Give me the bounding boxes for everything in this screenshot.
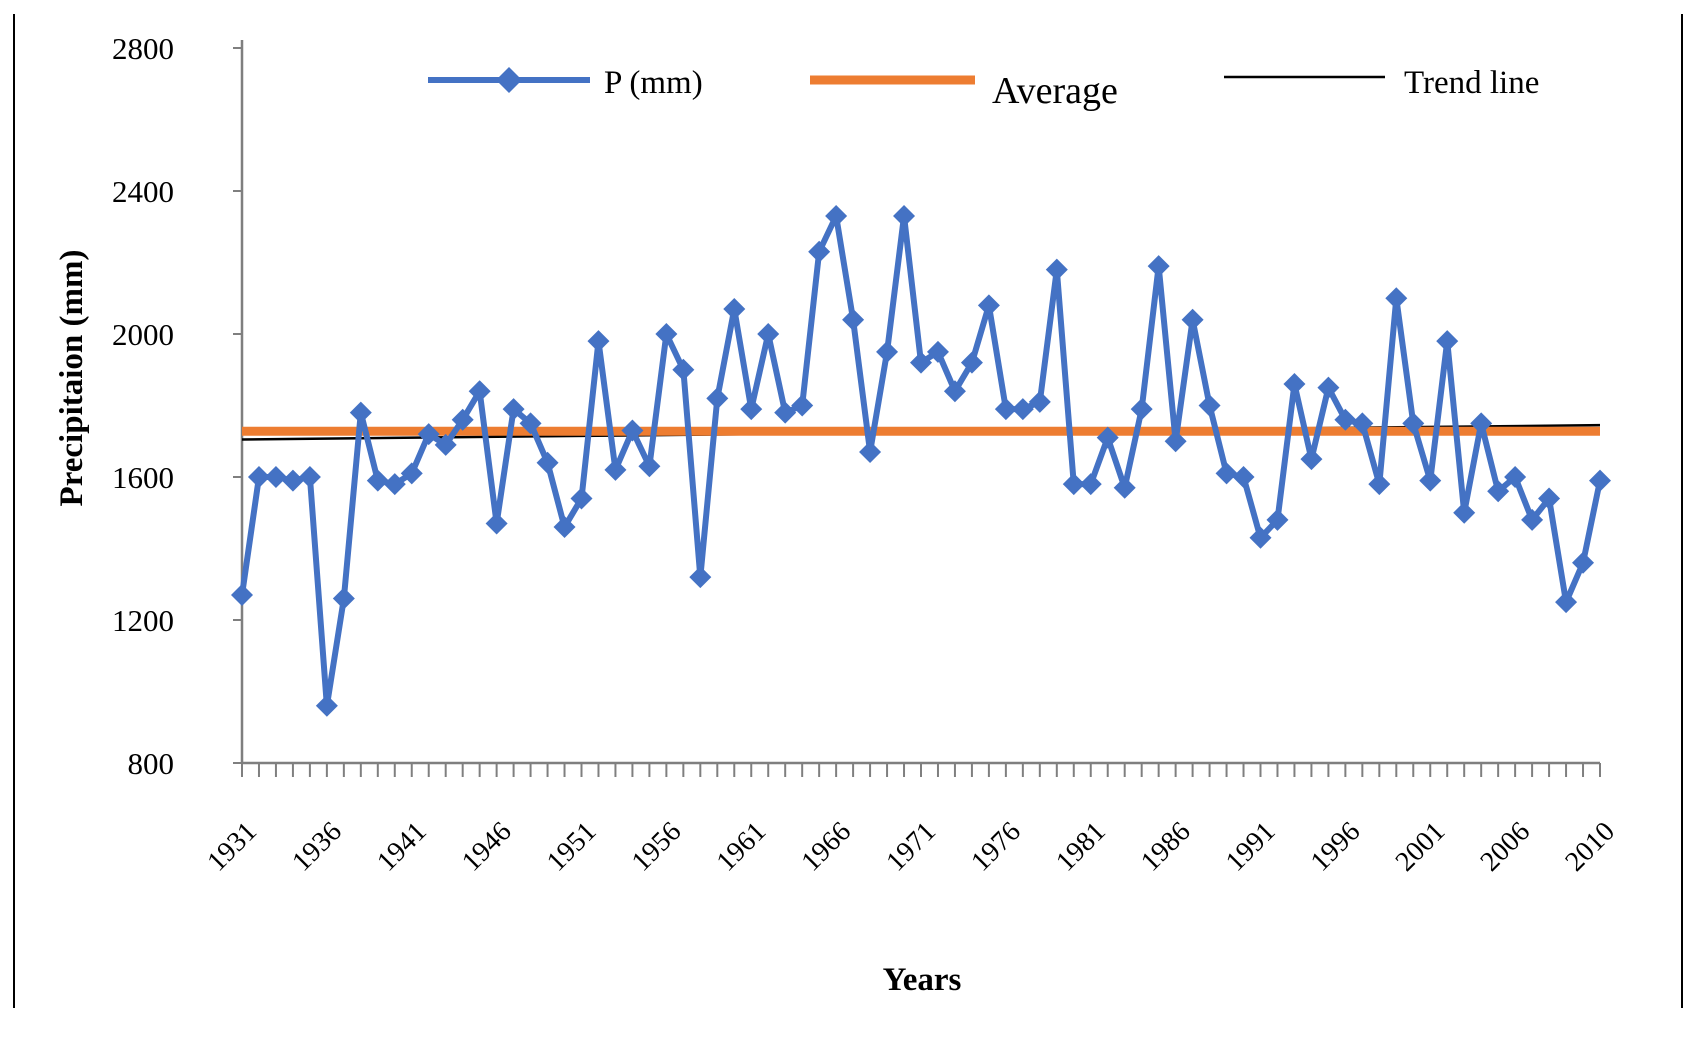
data-point-marker xyxy=(1436,330,1459,353)
data-point-marker xyxy=(1504,466,1527,488)
data-point-marker xyxy=(1045,258,1068,281)
data-point-marker xyxy=(553,516,576,539)
data-point-marker xyxy=(943,380,966,403)
data-point-marker xyxy=(1521,508,1544,531)
data-point-marker xyxy=(1113,476,1136,499)
data-point-marker xyxy=(1079,473,1102,496)
data-point-marker xyxy=(298,466,321,488)
y-tick-label: 2000 xyxy=(112,317,174,352)
data-point-marker xyxy=(893,205,916,228)
data-point-marker xyxy=(1215,462,1238,485)
data-point-marker xyxy=(791,394,814,417)
data-point-marker xyxy=(417,423,440,446)
data-point-marker xyxy=(519,412,542,435)
data-point-marker xyxy=(706,387,729,410)
data-point-marker xyxy=(451,408,474,431)
y-tick-label: 800 xyxy=(128,746,175,781)
data-point-marker xyxy=(1334,408,1357,431)
data-point-marker xyxy=(434,433,457,456)
data-point-marker xyxy=(281,469,304,492)
data-point-marker xyxy=(960,351,983,374)
data-point-marker xyxy=(485,512,508,535)
data-point-marker xyxy=(825,205,848,228)
data-point-marker xyxy=(1011,398,1034,421)
data-point-marker xyxy=(1470,412,1493,435)
data-point-marker xyxy=(842,308,865,331)
x-axis-title: Years xyxy=(883,962,962,998)
data-point-marker xyxy=(1419,469,1442,492)
data-point-marker xyxy=(994,398,1017,421)
data-point-marker xyxy=(655,323,678,345)
legend-label-trend: Trend line xyxy=(1404,65,1539,101)
data-point-marker xyxy=(536,451,559,474)
data-point-marker xyxy=(1249,526,1272,549)
data-point-marker xyxy=(740,398,763,421)
data-point-marker xyxy=(231,583,253,606)
data-point-marker xyxy=(1368,473,1391,496)
data-point-marker xyxy=(1555,591,1578,614)
data-point-marker xyxy=(689,566,712,589)
data-point-marker xyxy=(1385,287,1408,310)
data-point-marker xyxy=(315,694,338,717)
data-point-marker xyxy=(400,462,423,485)
y-axis-title: Precipitaion (mm) xyxy=(54,250,90,507)
data-point-marker xyxy=(383,473,406,496)
legend: P (mm) Average Trend line xyxy=(428,65,1539,112)
data-point-marker xyxy=(1096,426,1119,449)
data-point-marker xyxy=(621,419,644,442)
data-point-marker xyxy=(1300,448,1323,471)
data-point-marker xyxy=(1487,480,1510,503)
data-point-marker xyxy=(757,323,780,345)
series-layer xyxy=(231,205,1611,717)
data-point-marker xyxy=(1147,255,1170,278)
data-point-marker xyxy=(247,466,270,488)
data-point-marker xyxy=(723,297,746,320)
data-point-marker xyxy=(1538,487,1561,510)
data-point-marker xyxy=(264,466,287,488)
y-tick-label: 2800 xyxy=(112,31,174,66)
data-point-marker xyxy=(1266,508,1289,531)
data-point-marker xyxy=(672,358,695,381)
data-point-marker xyxy=(1572,551,1595,574)
legend-label-average: Average xyxy=(992,70,1118,112)
data-point-marker xyxy=(1453,501,1476,524)
data-point-marker xyxy=(926,340,949,363)
data-point-marker xyxy=(1198,394,1221,417)
data-point-marker xyxy=(638,455,661,478)
data-point-marker xyxy=(1589,469,1611,492)
data-point-marker xyxy=(1283,373,1306,396)
data-point-marker xyxy=(1028,390,1051,413)
data-point-marker xyxy=(332,587,355,610)
data-point-marker xyxy=(876,340,899,363)
data-point-marker xyxy=(859,440,882,463)
data-point-marker xyxy=(604,458,627,481)
data-point-marker xyxy=(349,401,372,424)
data-point-marker xyxy=(977,294,1000,317)
legend-label-precipitation: P (mm) xyxy=(604,65,703,101)
data-point-marker xyxy=(1164,430,1187,453)
data-point-marker xyxy=(502,398,525,421)
data-point-marker xyxy=(1130,398,1153,421)
data-point-marker xyxy=(808,240,831,263)
y-tick-label: 1600 xyxy=(112,460,174,495)
data-point-marker xyxy=(587,330,610,353)
data-point-marker xyxy=(468,380,491,403)
axes-layer xyxy=(233,40,1601,777)
data-point-marker xyxy=(366,469,389,492)
data-point-marker xyxy=(1351,412,1374,435)
y-tick-label: 1200 xyxy=(112,603,174,638)
data-point-marker xyxy=(1317,376,1340,399)
data-point-marker xyxy=(1062,473,1085,496)
data-point-marker xyxy=(1232,466,1255,488)
legend-marker-precipitation xyxy=(496,67,522,93)
y-tick-label: 2400 xyxy=(112,174,174,209)
data-point-marker xyxy=(910,351,932,374)
data-point-marker xyxy=(774,401,797,424)
data-point-marker xyxy=(1402,412,1425,435)
data-point-marker xyxy=(570,487,593,510)
data-point-marker xyxy=(1181,308,1204,331)
